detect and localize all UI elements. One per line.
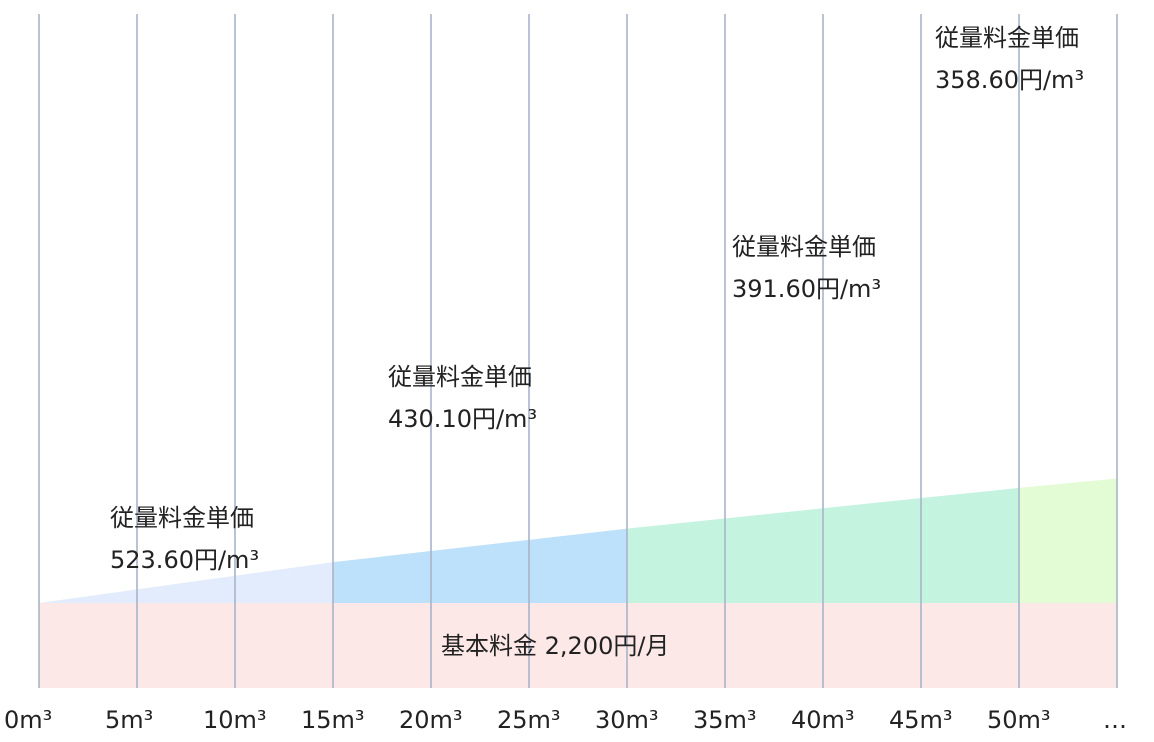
- tier-area-4: [1019, 478, 1117, 603]
- base-fee-label: 基本料金 2,200円/月: [441, 632, 669, 660]
- x-tick-label: 45m³: [889, 706, 953, 734]
- tier-1-price-label: 523.60円/m³: [110, 546, 259, 574]
- x-tick-label: 40m³: [791, 706, 855, 734]
- tier-4-price-label: 358.60円/m³: [935, 66, 1084, 94]
- x-tick-label: 35m³: [693, 706, 757, 734]
- x-tick-label: 20m³: [399, 706, 463, 734]
- x-tick-label: 25m³: [497, 706, 561, 734]
- tier-3-title: 従量料金単価: [732, 233, 876, 261]
- tier-2-title: 従量料金単価: [388, 363, 532, 391]
- x-tick-label: 30m³: [595, 706, 659, 734]
- tier-2-price-label: 430.10円/m³: [388, 405, 537, 433]
- tier-4-title: 従量料金単価: [935, 24, 1079, 52]
- tier-1-title: 従量料金単価: [110, 504, 254, 532]
- x-tick-label: 15m³: [301, 706, 365, 734]
- tier-area-1: [39, 562, 333, 603]
- x-tick-label: 50m³: [987, 706, 1051, 734]
- x-tick-label: 5m³: [105, 706, 153, 734]
- tier-area-2: [333, 528, 627, 603]
- x-tick-label: 10m³: [203, 706, 267, 734]
- tier-3-price-label: 391.60円/m³: [732, 275, 881, 303]
- x-tick-label: 0m³: [4, 706, 52, 734]
- base-fee-band: [39, 603, 1117, 688]
- x-tick-label: …: [1103, 706, 1127, 734]
